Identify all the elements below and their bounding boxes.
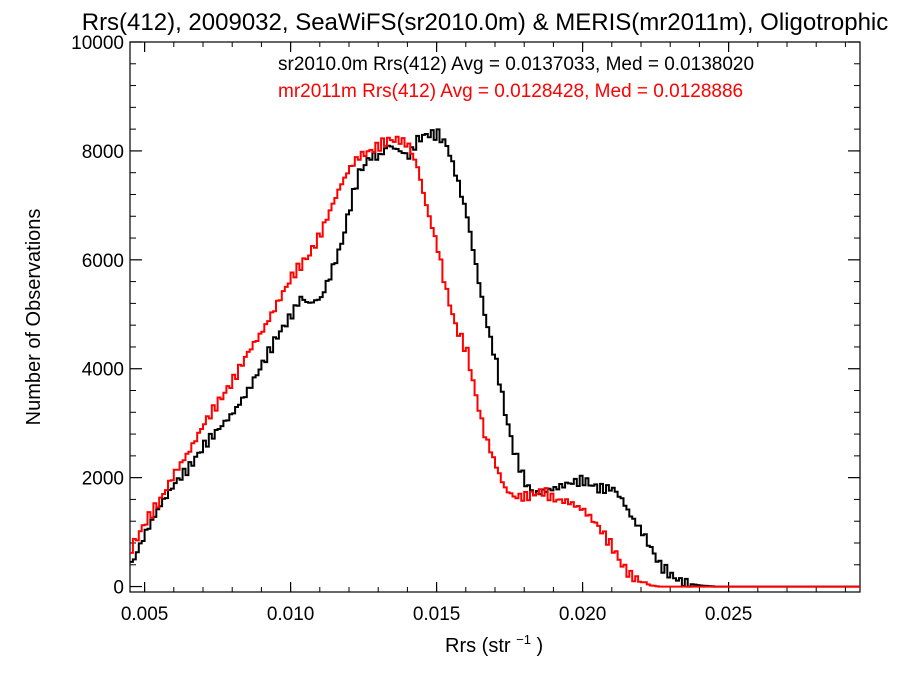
x-tick-label: 0.010 [267,604,315,625]
axis-ticks: 0.005 0.010 0.015 0.020 0.025 0 2000 4000 6000 80… [71,33,860,625]
x-axis-label-close: ) [537,635,544,657]
series-line-mr2011m [130,135,860,588]
x-axis-label-main: Rrs (str [445,635,511,657]
x-axis-label-superscript: −1 [516,632,531,647]
legend-entry-sr2010: sr2010.0m Rrs(412) Avg = 0.0137033, Med … [278,54,754,75]
plot-frame [129,41,861,593]
x-tick-label: 0.020 [559,604,607,625]
legend-entry-mr2011: mr2011m Rrs(412) Avg = 0.0128428, Med = … [278,81,743,102]
y-tick-label: 10000 [71,33,124,54]
series-line-sr2010.0m [130,128,860,588]
y-tick-label: 6000 [82,251,124,272]
x-tick-label: 0.005 [121,604,169,625]
y-axis-label: Number of Observations [23,209,45,426]
x-tick-label: 0.015 [413,604,461,625]
y-tick-label: 8000 [82,142,124,163]
y-tick-label: 0 [113,578,124,599]
series-layer [130,128,860,588]
y-tick-label: 2000 [82,469,124,490]
y-tick-label: 4000 [82,360,124,381]
chart-title: Rrs(412), 2009032, SeaWiFS(sr2010.0m) & … [82,9,889,36]
x-axis-label: Rrs (str −1 ) [445,627,543,657]
x-tick-label: 0.025 [705,604,753,625]
